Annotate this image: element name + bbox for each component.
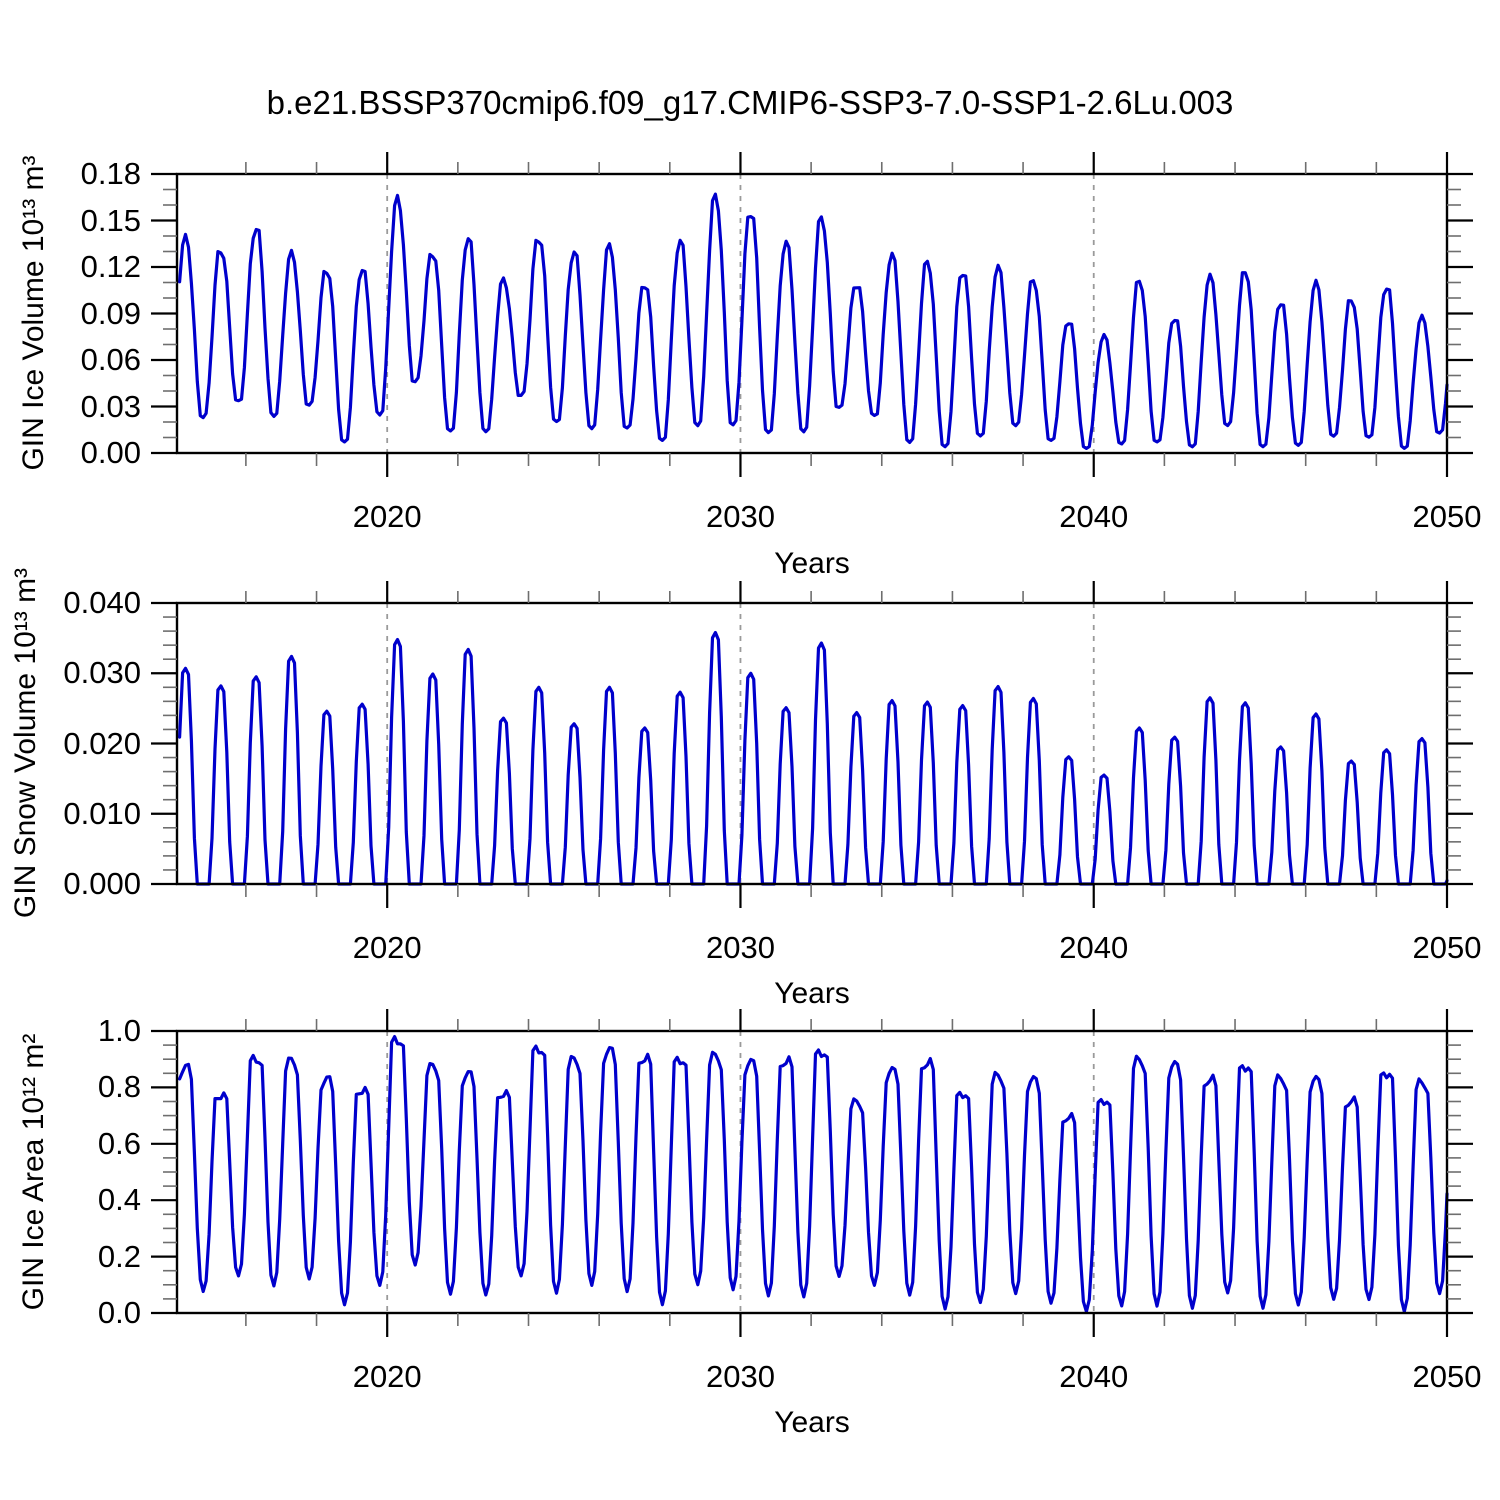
y-tick-label: 0.12 xyxy=(80,249,141,284)
y-tick-label: 0.4 xyxy=(97,1182,141,1218)
y-tick-label: 0.010 xyxy=(63,795,141,831)
x-tick-label: 2020 xyxy=(352,499,422,534)
x-axis-label-years-panel3: Years xyxy=(774,1406,850,1439)
gin-snow-volume-curve xyxy=(178,630,1449,886)
y-tick-label: 0.2 xyxy=(97,1238,141,1274)
y-tick-label: 0.0 xyxy=(97,1295,141,1330)
y-tick-label: 0.030 xyxy=(63,655,141,691)
x-tick-label: 2020 xyxy=(352,1359,422,1394)
x-tick-label: 2040 xyxy=(1059,1359,1129,1394)
x-tick-label: 2040 xyxy=(1059,499,1129,534)
x-tick-label: 2040 xyxy=(1059,930,1129,965)
x-tick-label: 2030 xyxy=(705,499,775,534)
gin-ice-volume-curve xyxy=(178,192,1449,450)
figure-title: b.e21.BSSP370cmip6.f09_g17.CMIP6-SSP3-7.… xyxy=(266,84,1234,121)
x-tick-label: 2050 xyxy=(1412,930,1482,965)
y-tick-label: 0.03 xyxy=(80,388,141,424)
y-tick-label: 0.18 xyxy=(80,156,141,191)
gin-ice-area-curve xyxy=(178,1035,1449,1314)
y-tick-label: 0.020 xyxy=(63,725,141,761)
x-axis-label-years-panel2: Years xyxy=(774,977,850,1010)
y-tick-label: 0.040 xyxy=(63,585,141,620)
y-tick-label: 0.000 xyxy=(63,866,141,901)
y-tick-label: 0.06 xyxy=(80,342,141,377)
x-tick-label: 2030 xyxy=(705,1359,775,1394)
x-tick-label: 2020 xyxy=(352,930,422,965)
x-axis-label-years-panel1: Years xyxy=(774,547,850,580)
x-tick-label: 2050 xyxy=(1412,499,1482,534)
y-tick-label: 0.8 xyxy=(97,1069,141,1105)
y-tick-label: 0.00 xyxy=(80,435,141,470)
x-tick-label: 2050 xyxy=(1412,1359,1482,1394)
y-tick-label: 0.6 xyxy=(97,1125,141,1161)
y-tick-label: 0.15 xyxy=(80,202,141,238)
x-tick-label: 2030 xyxy=(705,930,775,965)
y-tick-label: 1.0 xyxy=(97,1013,141,1048)
y-tick-label: 0.09 xyxy=(80,295,141,331)
